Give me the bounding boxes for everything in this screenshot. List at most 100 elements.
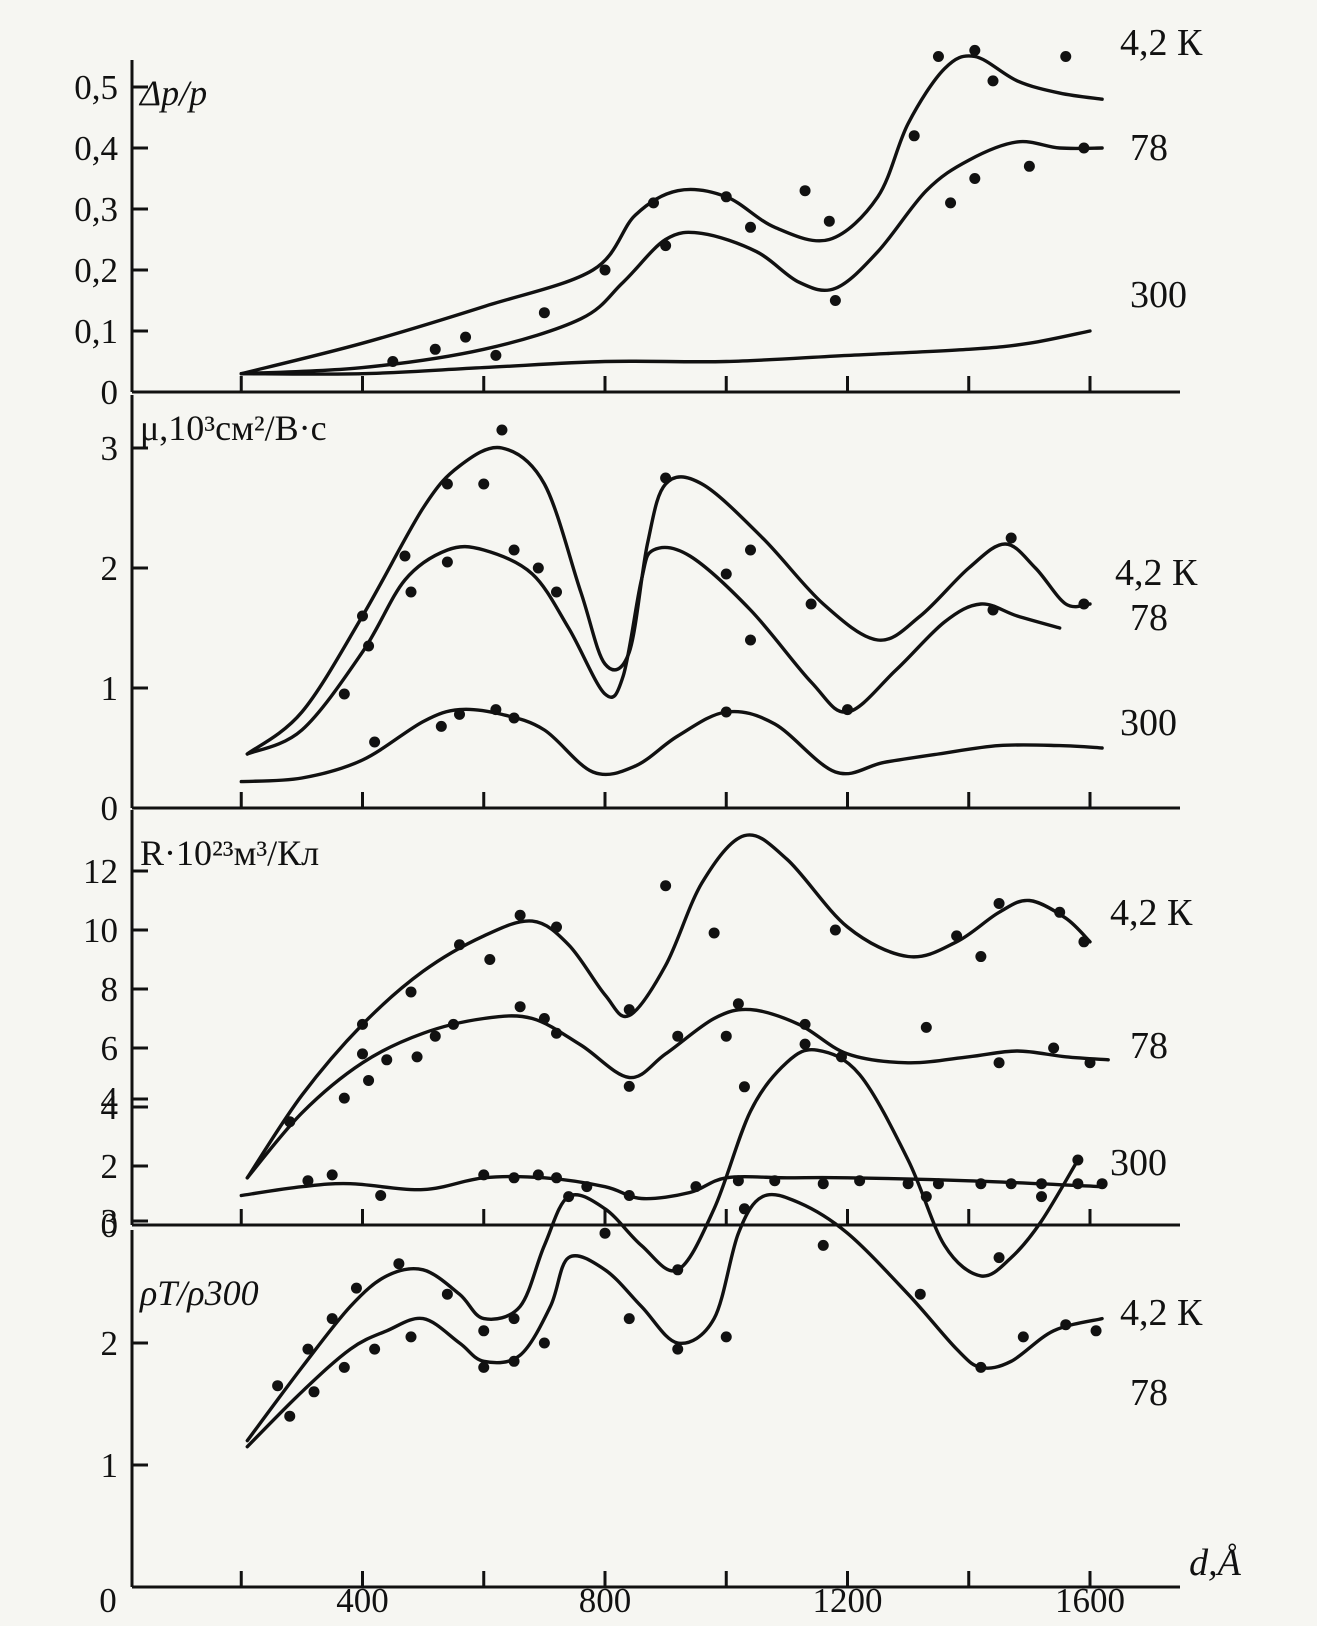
panel-0-series-1-point-1 xyxy=(429,343,441,355)
panel-2-series-0-point-7 xyxy=(660,880,672,892)
panel-2-ytick-label-4: 8 xyxy=(101,970,119,1009)
panel-1-series-0-point-3 xyxy=(496,424,508,436)
x-tick-label-3: 1200 xyxy=(813,1581,883,1620)
panel-0-series-1-point-2 xyxy=(460,331,472,343)
panel-3-series-0-point-0 xyxy=(272,1380,284,1392)
panel-1-series-1-point-8 xyxy=(720,568,732,580)
panel-1-series-0-point-8 xyxy=(1078,598,1090,610)
panel-1-series-0-line xyxy=(245,445,1092,756)
panel-0-series-0-point-8 xyxy=(1060,51,1072,62)
panel-1-series-2-point-3 xyxy=(490,704,502,716)
panel-3-series-1-point-12 xyxy=(817,1239,829,1251)
x-tick-label-2: 800 xyxy=(579,1581,632,1620)
panel-1-series-0-point-7 xyxy=(1005,532,1017,544)
panel-0-series-1-point-11 xyxy=(1023,160,1035,172)
panel-2-series-2-label: 300 xyxy=(1110,1142,1167,1184)
panel-2-series-2-point-2 xyxy=(375,1190,387,1201)
panel-3-series-0-point-9 xyxy=(599,1227,611,1239)
panel-2-series-2-point-18 xyxy=(1036,1178,1047,1190)
panel-3-title: ρT/ρ300 xyxy=(139,1273,259,1313)
x-axis-label: d,Å xyxy=(1189,1542,1242,1584)
panel-0-series-0-point-6 xyxy=(969,44,981,56)
panel-2-series-0-point-9 xyxy=(829,924,841,936)
panel-2-series-2-point-10 xyxy=(732,1175,744,1187)
panel-1-series-0-point-4 xyxy=(660,472,672,484)
panel-3-series-0-point-2 xyxy=(326,1313,338,1325)
panel-3-series-0-point-5 xyxy=(441,1288,453,1300)
panel-0-series-0-point-4 xyxy=(908,130,920,142)
panel-1-series-1-point-6 xyxy=(532,562,544,574)
panel-0-series-1-point-8 xyxy=(829,295,841,306)
panel-3-ytick-label-0: 1 xyxy=(101,1446,119,1485)
panel-2-series-2-point-3 xyxy=(478,1169,490,1181)
panel-0-series-1-point-3 xyxy=(490,349,502,361)
panel-2-series-2-point-20 xyxy=(1096,1178,1108,1190)
panel-2-series-1-line xyxy=(245,1007,1110,1180)
panel-0-series-1-point-0 xyxy=(387,356,399,367)
panel-2-series-1-point-1 xyxy=(338,1092,350,1104)
panel-3-ytick-label-3: 4 xyxy=(101,1080,119,1119)
panel-1-series-1-point-3 xyxy=(405,586,417,598)
panel-3-series-1-point-3 xyxy=(369,1343,381,1355)
panel-1-series-1-point-7 xyxy=(551,586,562,598)
panel-3-series-0-point-4 xyxy=(393,1258,405,1270)
panel-2-series-1-point-6 xyxy=(429,1030,441,1042)
panel-0-series-2-line xyxy=(239,329,1092,376)
panel-3-ytick-label-2: 3 xyxy=(101,1202,119,1241)
panel-3-series-0-point-6 xyxy=(478,1325,490,1337)
panel-0-title: Δp/p xyxy=(138,73,207,113)
panel-1-series-0-point-0 xyxy=(357,610,368,622)
panel-1-series-0-point-5 xyxy=(745,544,756,556)
panel-1-series-2-point-5 xyxy=(720,706,732,718)
panel-2-series-1-point-19 xyxy=(1048,1042,1060,1054)
panel-1-series-2-point-1 xyxy=(435,720,447,732)
panel-0-series-0-point-2 xyxy=(799,185,811,197)
panel-3-series-0-point-15 xyxy=(1036,1191,1047,1203)
panel-2-series-0-point-13 xyxy=(1054,906,1066,918)
panel-0-series-1-point-6 xyxy=(660,240,672,252)
panel-2-series-2-point-14 xyxy=(902,1178,914,1190)
panel-2-series-1-point-5 xyxy=(411,1051,423,1063)
points-layer xyxy=(272,44,1108,1422)
panel-3-series-0-point-16 xyxy=(1072,1154,1084,1166)
panel-0-series-1-point-10 xyxy=(969,173,981,184)
panel-1-series-1-label: 78 xyxy=(1130,597,1168,639)
panel-1-ytick-label-1: 1 xyxy=(101,669,119,708)
panel-3-series-0-point-13 xyxy=(920,1191,932,1203)
panel-3-series-0-label: 4,2 К xyxy=(1120,1292,1203,1334)
panel-0-series-1-point-9 xyxy=(945,197,957,209)
panel-1-series-1-point-9 xyxy=(842,704,853,716)
panel-0-ytick-label-5: 0,5 xyxy=(74,68,118,107)
panel-1-series-2-point-4 xyxy=(508,712,520,724)
panel-2-series-2-line xyxy=(239,1174,1104,1201)
panel-2-series-2-point-15 xyxy=(932,1178,944,1190)
panel-2-series-2-point-7 xyxy=(581,1181,593,1193)
panel-1-series-0-point-1 xyxy=(441,478,453,490)
panel-3-series-0-point-3 xyxy=(350,1282,362,1294)
panel-1-title: μ,10³см²/В·с xyxy=(140,408,327,448)
panel-0-series-2-label: 300 xyxy=(1130,274,1187,316)
panel-3-series-1-point-9 xyxy=(672,1343,684,1355)
panel-1-ytick-label-2: 2 xyxy=(101,549,119,588)
panel-0-ytick-label-4: 0,4 xyxy=(74,129,118,168)
panel-3-series-0-line xyxy=(245,1048,1080,1443)
panel-1-series-2-point-0 xyxy=(369,736,381,748)
panel-2-series-0-label: 4,2 К xyxy=(1110,892,1193,934)
panel-1-series-1-line xyxy=(245,544,1062,756)
panel-2-series-2-point-5 xyxy=(532,1169,544,1181)
panel-2-series-2-point-19 xyxy=(1072,1178,1084,1190)
panel-2-series-0-point-12 xyxy=(993,897,1005,909)
panel-3-series-1-point-5 xyxy=(478,1361,490,1373)
panel-3-series-1-point-7 xyxy=(538,1337,550,1349)
panel-2-series-2-point-17 xyxy=(1005,1178,1017,1190)
panel-2-series-2-point-4 xyxy=(508,1172,520,1184)
panel-3-series-1-point-17 xyxy=(1090,1325,1102,1337)
panel-2-series-1-point-20 xyxy=(1084,1057,1096,1069)
x-tick-label-0: 0 xyxy=(99,1581,117,1620)
panel-2-series-1-point-4 xyxy=(381,1054,393,1066)
x-tick-label-1: 400 xyxy=(336,1581,389,1620)
panel-3-series-0-point-8 xyxy=(563,1191,575,1203)
panel-2-series-1-point-7 xyxy=(447,1018,459,1030)
panel-3-series-0-point-1 xyxy=(302,1343,314,1355)
